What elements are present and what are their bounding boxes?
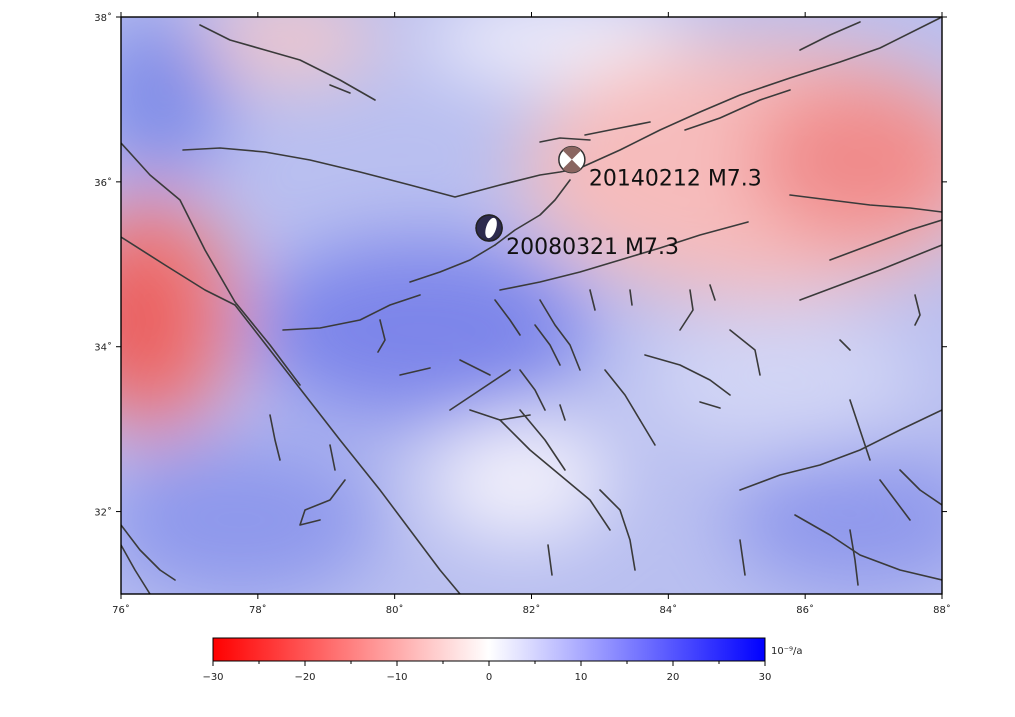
colorbar-ticks: −30 −20 −10 0 10 20 30 bbox=[202, 661, 771, 683]
colorbar-gradient bbox=[212, 637, 766, 662]
event-label: 20140212 M7.3 bbox=[589, 167, 762, 192]
y-tick-label: 32˚ bbox=[94, 507, 112, 519]
colorbar: −30 −20 −10 0 10 20 30 10⁻⁹/a bbox=[202, 637, 803, 683]
colorbar-tick-label: −10 bbox=[386, 672, 407, 683]
colorbar-tick-label: −30 bbox=[202, 672, 223, 683]
y-tick-label: 36˚ bbox=[94, 177, 112, 189]
x-tick-label: 88˚ bbox=[933, 604, 951, 616]
colorbar-tick-label: 30 bbox=[759, 672, 772, 683]
strain-rate-field bbox=[121, 17, 942, 594]
colorbar-tick-label: 20 bbox=[667, 672, 680, 683]
longitude-axis: 76˚ 78˚ 80˚ 82˚ 84˚ 86˚ 88˚ bbox=[112, 12, 951, 616]
x-tick-label: 76˚ bbox=[112, 604, 130, 616]
focal-mechanism-icon[interactable] bbox=[558, 145, 586, 174]
fault-lines bbox=[121, 17, 942, 594]
colorbar-tick-label: 0 bbox=[486, 672, 492, 683]
y-tick-label: 38˚ bbox=[94, 12, 112, 24]
colorbar-unit: 10⁻⁹/a bbox=[771, 646, 803, 657]
colorbar-tick-label: −20 bbox=[294, 672, 315, 683]
x-tick-label: 82˚ bbox=[523, 604, 541, 616]
x-tick-label: 84˚ bbox=[659, 604, 677, 616]
event-label: 20080321 M7.3 bbox=[506, 235, 679, 260]
x-tick-label: 78˚ bbox=[249, 604, 267, 616]
x-tick-label: 80˚ bbox=[386, 604, 404, 616]
latitude-axis: 38˚ 36˚ 34˚ 32˚ bbox=[94, 12, 947, 519]
colorbar-tick-label: 10 bbox=[575, 672, 588, 683]
x-tick-label: 86˚ bbox=[796, 604, 814, 616]
focal-mechanism-icon[interactable] bbox=[475, 214, 503, 242]
y-tick-label: 34˚ bbox=[94, 342, 112, 354]
earthquake-events: 20140212 M7.3 20080321 M7.3 bbox=[475, 145, 762, 260]
